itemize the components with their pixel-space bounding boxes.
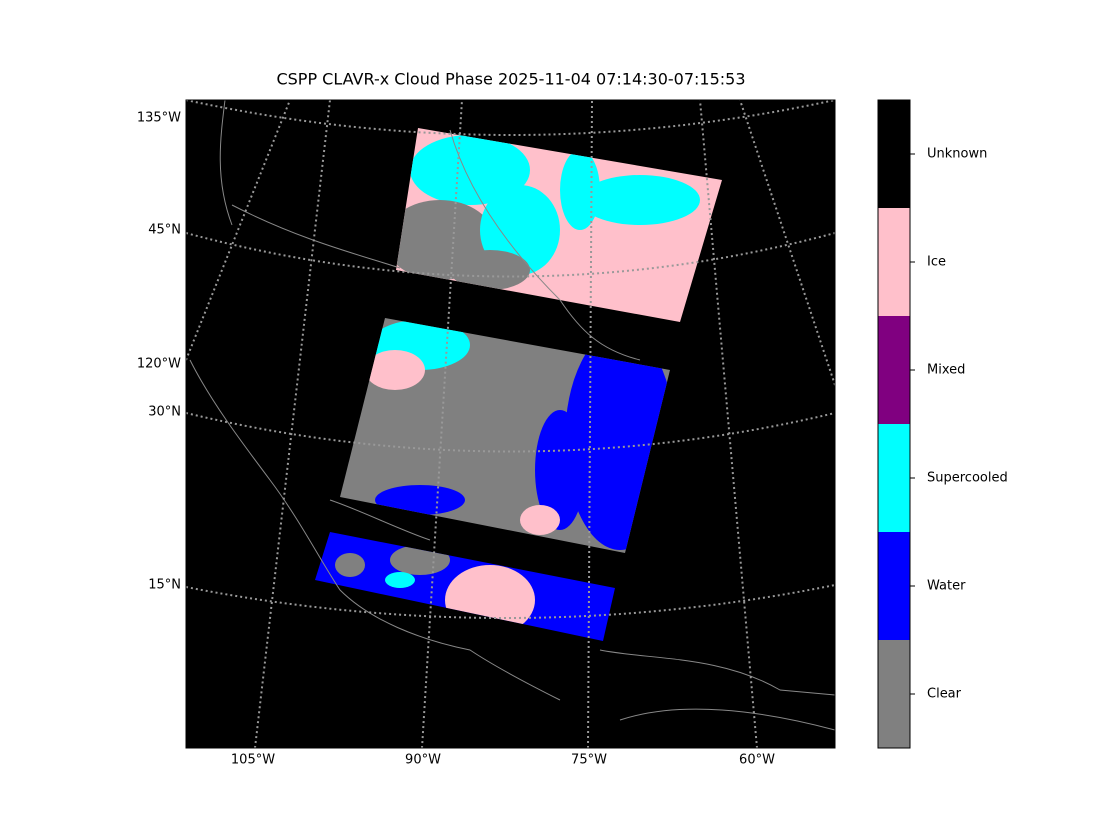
colorbar-label: Mixed	[927, 363, 965, 378]
colorbar-segment	[878, 208, 910, 316]
cloud-region	[560, 150, 600, 230]
colorbar-segment	[878, 424, 910, 532]
lat-lon-label: 135°W	[137, 111, 181, 126]
colorbar-label: Clear	[927, 687, 962, 702]
lon-label: 105°W	[231, 753, 275, 768]
lat-lon-label: 30°N	[148, 405, 181, 420]
map-frame	[185, 99, 836, 749]
cloud-region	[375, 485, 465, 515]
colorbar-label: Supercooled	[927, 471, 1008, 486]
cloud-region	[450, 250, 530, 290]
cloud-region	[335, 553, 365, 577]
lon-label: 60°W	[739, 753, 775, 768]
colorbar-segment	[878, 532, 910, 640]
colorbar-segment	[878, 640, 910, 748]
title: CSPP CLAVR-x Cloud Phase 2025-11-04 07:1…	[276, 70, 745, 89]
cloud-region	[580, 175, 700, 225]
colorbar-segment	[878, 316, 910, 424]
lon-label: 75°W	[571, 753, 607, 768]
colorbar-segment	[878, 100, 910, 208]
lat-lon-label: 120°W	[137, 357, 181, 372]
map: 135°W 45°N 120°W 30°N 15°N 105°W 90°W 75…	[137, 99, 836, 768]
cloud-region	[410, 135, 530, 205]
cloud-region	[535, 410, 585, 530]
cloud-region	[520, 505, 560, 535]
colorbar-frame	[877, 99, 911, 749]
cloud-region	[385, 572, 415, 588]
lat-lon-label: 15°N	[148, 578, 181, 593]
lat-lon-label: 45°N	[148, 223, 181, 238]
colorbar-label: Ice	[927, 255, 946, 270]
graticule	[186, 100, 835, 748]
coastlines	[189, 100, 835, 731]
colorbar: Unknown Ice Mixed Supercooled Water Clear	[877, 99, 1008, 749]
cloud-region	[365, 350, 425, 390]
colorbar-label: Water	[927, 579, 966, 594]
lon-label: 90°W	[405, 753, 441, 768]
cloud-region	[535, 590, 585, 630]
colorbar-label: Unknown	[927, 147, 987, 162]
